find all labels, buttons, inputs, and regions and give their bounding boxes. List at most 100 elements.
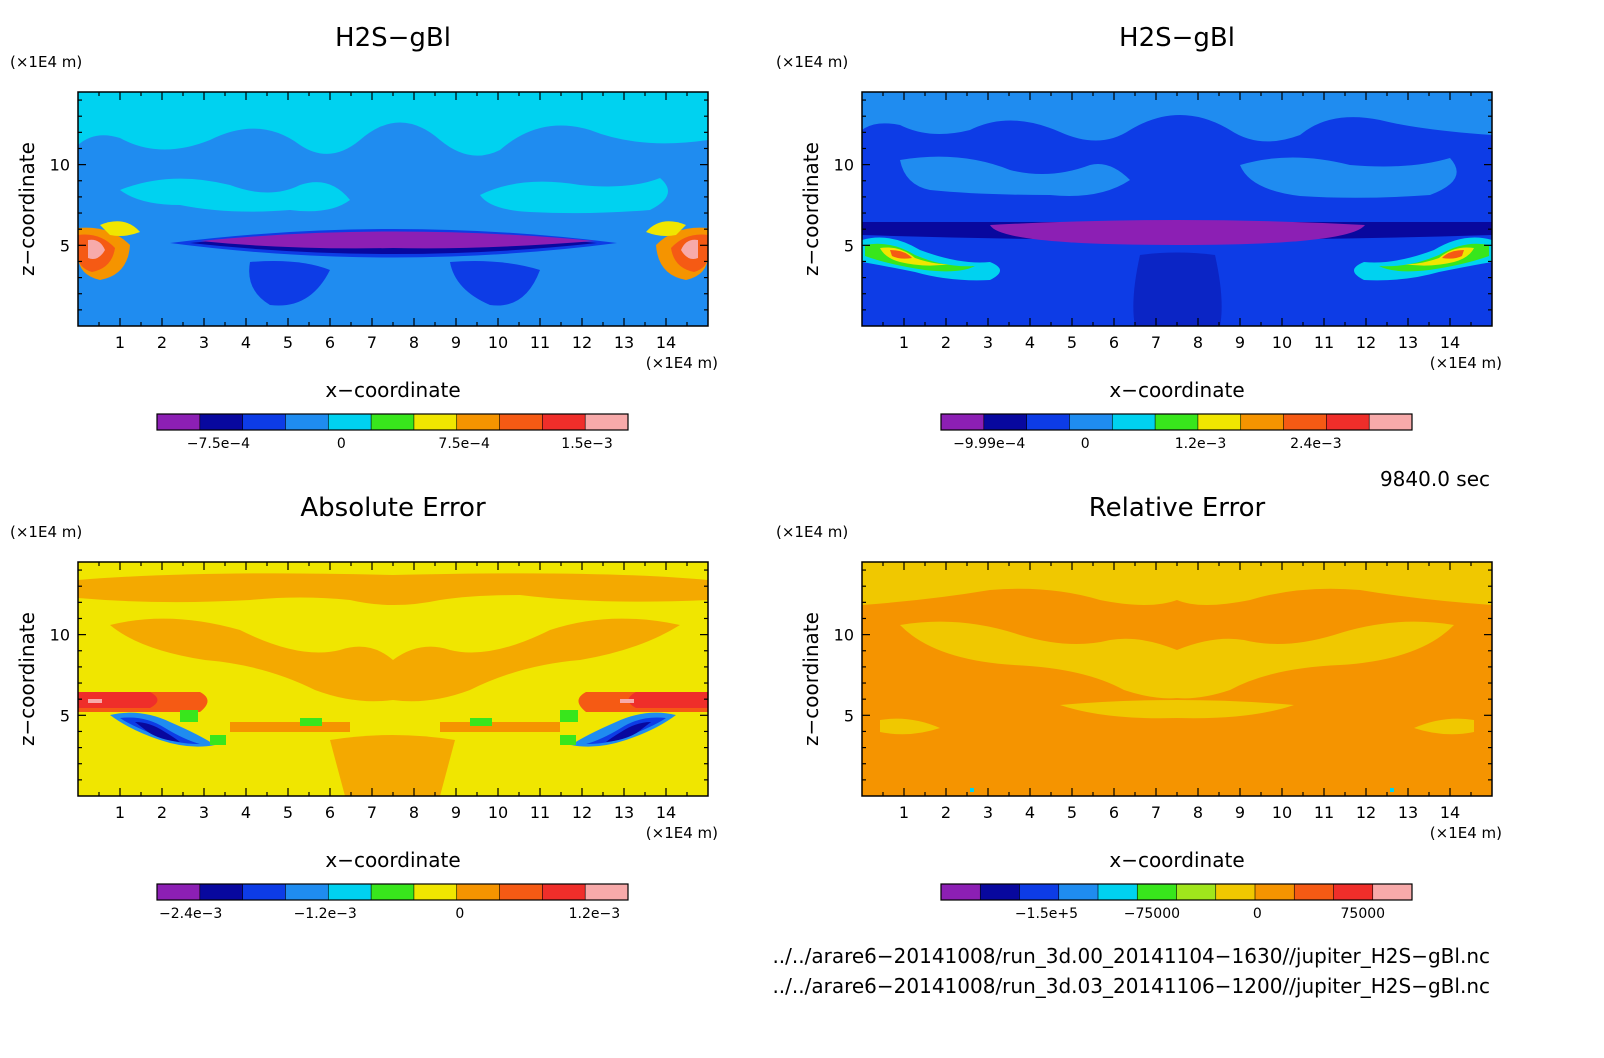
x-tick-label: 7	[367, 803, 377, 822]
panel-bottom-left: Absolute Error (×1E4 m) 1 2 3 4 5 6 7 8 9 10 11 12 1…	[10, 493, 718, 922]
x-tick-label: 8	[409, 333, 419, 352]
colorbar-swatch	[941, 884, 981, 900]
x-tick-label: 1	[115, 333, 125, 352]
colorbar-swatch	[199, 414, 244, 430]
y-axis-label: z−coordinate	[15, 142, 39, 276]
colorbar-swatch	[941, 414, 985, 430]
z-unit-label: (×1E4 m)	[10, 53, 82, 71]
x-tick-label: 14	[1440, 333, 1460, 352]
x-tick-label: 9	[1235, 803, 1245, 822]
z-unit-label: (×1E4 m)	[776, 523, 848, 541]
y-axis-label: z−coordinate	[15, 612, 39, 746]
colorbar-tick-label: −7.5e−4	[187, 436, 250, 452]
colorbar-swatch	[980, 884, 1020, 900]
panel-bottom-right: Relative Error (×1E4 m) 1 2 3 4 5 6 7 8 9 10 11 12 1…	[776, 493, 1502, 922]
colorbar-tick-label: 2.4e−3	[1290, 436, 1342, 452]
colorbar-tick-label: 1.5e−3	[561, 436, 613, 452]
colorbar-tick-label: −2.4e−3	[159, 906, 222, 922]
colorbar-swatch	[1240, 414, 1285, 430]
colorbar-tick-label: 75000	[1341, 906, 1386, 922]
x-tick-label: 8	[409, 803, 419, 822]
colorbar-swatch	[1369, 414, 1413, 430]
x-tick-label: 10	[1272, 333, 1292, 352]
x-tick-label: 3	[983, 333, 993, 352]
colorbar-swatch	[1283, 414, 1327, 430]
x-tick-label: 12	[1356, 333, 1376, 352]
colorbar-swatch	[1155, 414, 1199, 430]
x-tick-label: 1	[115, 803, 125, 822]
colorbar-tick-label: 0	[1081, 436, 1090, 452]
colorbar-swatch	[1112, 414, 1156, 430]
colorbar-swatch	[1058, 884, 1099, 900]
z-unit-label: (×1E4 m)	[10, 523, 82, 541]
colorbar-tick-label: −75000	[1124, 906, 1180, 922]
file-path-1: ../../arare6−20141008/run_3d.00_20141104…	[772, 944, 1490, 968]
x-tick-label: 11	[530, 333, 550, 352]
x-tick-label: 7	[1151, 333, 1161, 352]
x-tick-label: 3	[983, 803, 993, 822]
colorbar: −7.5e−4 0 7.5e−4 1.5e−3	[156, 413, 629, 452]
y-axis-label: z−coordinate	[799, 612, 823, 746]
contour-field	[862, 92, 1492, 326]
x-tick-label: 13	[614, 333, 634, 352]
colorbar-frame	[940, 413, 1413, 431]
colorbar-swatch	[371, 414, 415, 430]
x-tick-label: 4	[241, 803, 251, 822]
colorbar: −1.5e+5 −75000 0 75000	[940, 883, 1413, 922]
panel-top-right: H2S−gBl (×1E4 m) 1 2 3 4 5 6 7 8 9 10 11 12 13 14510 …	[776, 23, 1502, 452]
x-tick-label: 6	[325, 803, 335, 822]
y-tick-label: 10	[834, 626, 854, 645]
panel-title: Absolute Error	[300, 493, 486, 523]
colorbar-tick-label: 0	[455, 906, 464, 922]
x-unit-label: (×1E4 m)	[1430, 354, 1502, 372]
colorbar-swatch	[499, 414, 543, 430]
colorbar-tick-label: −9.99e−4	[953, 436, 1025, 452]
colorbar-swatch	[1137, 884, 1177, 900]
x-unit-label: (×1E4 m)	[646, 354, 718, 372]
colorbar-swatch	[328, 884, 372, 900]
x-tick-label: 9	[451, 803, 461, 822]
colorbar-tick-label: 7.5e−4	[438, 436, 490, 452]
x-axis-label: x−coordinate	[325, 378, 460, 402]
colorbar-swatch	[1019, 884, 1060, 900]
x-tick-label: 5	[283, 803, 293, 822]
panel-title: H2S−gBl	[1119, 23, 1235, 53]
x-tick-label: 13	[1398, 803, 1418, 822]
x-tick-label: 11	[1314, 803, 1334, 822]
x-tick-label: 11	[1314, 333, 1334, 352]
y-tick-label: 10	[50, 156, 70, 175]
x-tick-label: 1	[899, 333, 909, 352]
colorbar-frame	[156, 883, 629, 901]
x-tick-label: 4	[241, 333, 251, 352]
colorbar-swatch	[242, 884, 286, 900]
colorbar-swatch	[983, 414, 1028, 430]
x-unit-label: (×1E4 m)	[646, 824, 718, 842]
x-tick-label: 7	[1151, 803, 1161, 822]
colorbar-swatch	[585, 414, 629, 430]
x-tick-label: 12	[572, 333, 592, 352]
colorbar-tick-label: 0	[337, 436, 346, 452]
colorbar: −9.99e−4 0 1.2e−3 2.4e−3	[940, 413, 1413, 452]
panel-top-left: H2S−gBl (×1E4 m) 1 2 3 4 5 6 7 8 9 10 11 12 13 14510 …	[10, 23, 718, 452]
colorbar-swatch	[199, 884, 244, 900]
x-tick-label: 4	[1025, 803, 1035, 822]
x-axis-label: x−coordinate	[325, 848, 460, 872]
x-tick-label: 2	[941, 803, 951, 822]
x-tick-label: 13	[614, 803, 634, 822]
x-tick-label: 10	[488, 803, 508, 822]
colorbar-frame	[156, 413, 629, 431]
colorbar-swatch	[585, 884, 629, 900]
x-axis-label: x−coordinate	[1109, 848, 1244, 872]
y-tick-label: 5	[60, 236, 70, 255]
x-tick-label: 8	[1193, 803, 1203, 822]
x-tick-label: 8	[1193, 333, 1203, 352]
contour-field	[862, 562, 1492, 796]
y-tick-label: 5	[60, 706, 70, 725]
colorbar-swatch	[328, 414, 372, 430]
colorbar-swatch	[456, 884, 501, 900]
colorbar-swatch	[456, 414, 501, 430]
colorbar-swatch	[1372, 884, 1413, 900]
colorbar-swatch	[1026, 414, 1070, 430]
